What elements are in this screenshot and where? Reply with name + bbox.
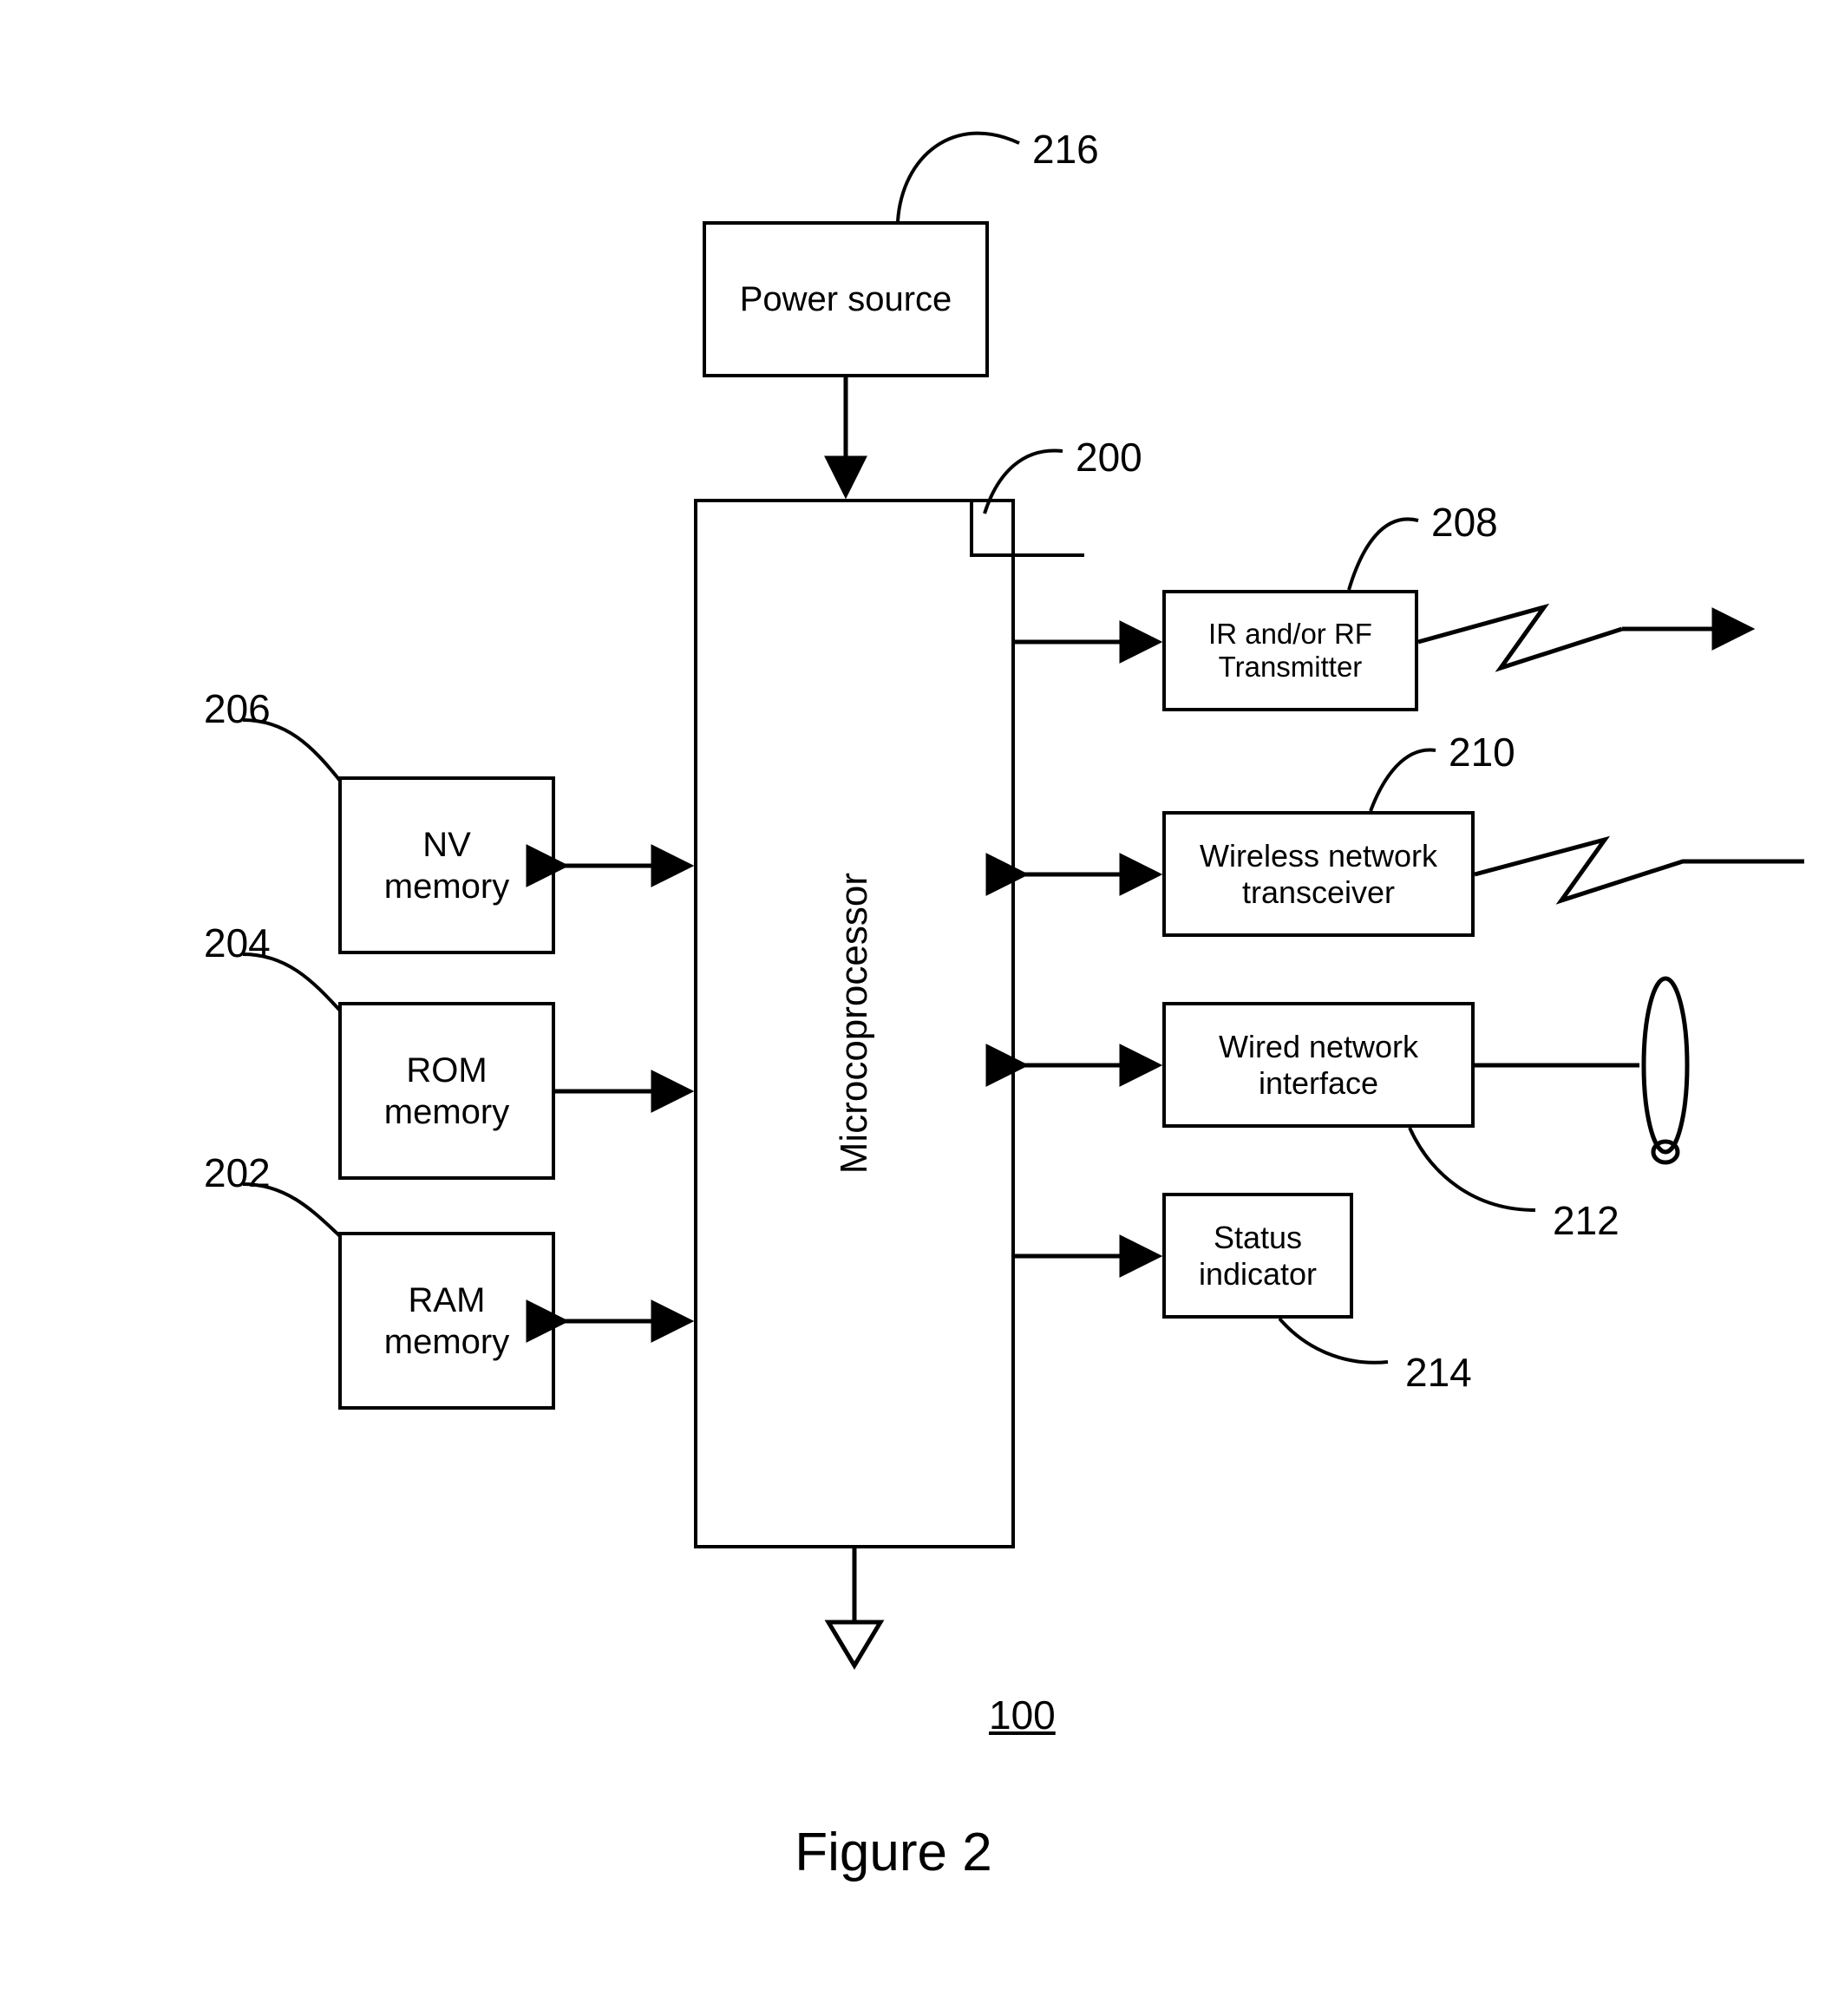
block-nv-memory: NV memory — [338, 776, 555, 954]
block-label: Wireless network transceiver — [1200, 838, 1437, 910]
block-label: ROM memory — [384, 1050, 509, 1133]
block-label: Power source — [740, 280, 952, 319]
block-power-source: Power source — [703, 221, 989, 377]
block-label: Wired network interface — [1219, 1029, 1418, 1101]
ref-num-200: 200 — [1076, 434, 1142, 481]
block-ram-memory: RAM memory — [338, 1232, 555, 1410]
block-wireless-transceiver: Wireless network transceiver — [1162, 811, 1475, 937]
ref-num-214: 214 — [1405, 1349, 1472, 1396]
ref-num-212: 212 — [1553, 1197, 1619, 1244]
block-label: RAM memory — [384, 1280, 509, 1363]
figure-caption: Figure 2 — [763, 1822, 1024, 1883]
block-ir-rf-transmitter: IR and/or RF Transmitter — [1162, 590, 1418, 711]
ref-num-216: 216 — [1032, 126, 1099, 173]
block-label: IR and/or RF Transmitter — [1208, 618, 1372, 684]
ref-num-208: 208 — [1431, 499, 1498, 546]
block-microprocessor: Microcoprocessor — [694, 499, 1015, 1548]
block-label: Status indicator — [1199, 1220, 1317, 1292]
assembly-ref: 100 — [989, 1692, 1056, 1738]
block-label: NV memory — [384, 824, 509, 907]
diagram-stage: Power source Microcoprocessor NV memory … — [0, 0, 1832, 2016]
ref-num-202: 202 — [204, 1149, 271, 1196]
ref-num-204: 204 — [204, 920, 271, 966]
block-rom-memory: ROM memory — [338, 1002, 555, 1180]
block-status-indicator: Status indicator — [1162, 1193, 1353, 1319]
ref-num-206: 206 — [204, 685, 271, 732]
block-wired-interface: Wired network interface — [1162, 1002, 1475, 1128]
block-label: Microcoprocessor — [833, 873, 876, 1174]
ref-num-210: 210 — [1449, 729, 1515, 776]
